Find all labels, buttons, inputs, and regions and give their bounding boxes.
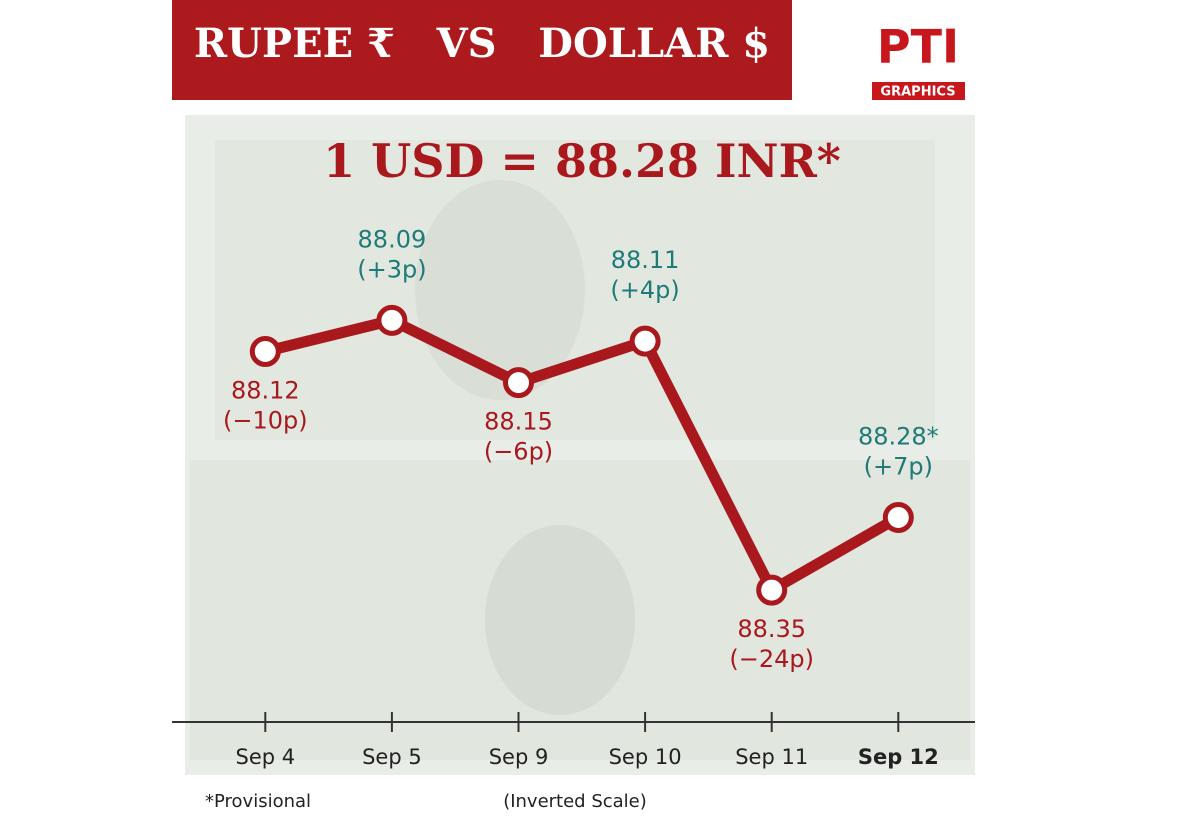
- title-banner: [172, 0, 792, 100]
- chart-title: RUPEE ₹ VS DOLLAR $: [194, 20, 770, 67]
- x-tick-label: Sep 4: [235, 745, 295, 769]
- change-label: (+7p): [864, 453, 933, 481]
- portrait: [415, 180, 585, 400]
- x-tick-label: Sep 12: [858, 745, 939, 769]
- change-label: (−6p): [484, 438, 553, 466]
- change-label: (−24p): [729, 645, 814, 673]
- point: [376, 304, 408, 336]
- point: [756, 574, 788, 606]
- value-label: 88.28*: [858, 423, 939, 451]
- value-label: 88.11: [611, 246, 680, 274]
- x-tick-label: Sep 11: [735, 745, 808, 769]
- point: [629, 325, 661, 357]
- x-tick-label: Sep 10: [609, 745, 682, 769]
- x-tick-label: Sep 9: [489, 745, 549, 769]
- x-tick-label: Sep 5: [362, 745, 422, 769]
- value-label: 88.09: [358, 225, 427, 253]
- scale-note: (Inverted Scale): [503, 791, 647, 812]
- change-label: (−10p): [223, 407, 308, 435]
- footnote: *Provisional: [205, 791, 311, 812]
- value-label: 88.15: [484, 408, 553, 436]
- value-label: 88.35: [737, 615, 806, 643]
- point: [503, 367, 534, 399]
- logo-bar: [872, 82, 965, 100]
- portrait: [485, 525, 635, 715]
- change-label: (+4p): [610, 276, 679, 304]
- headline: 1 USD = 88.28 INR*: [323, 134, 841, 188]
- point: [249, 336, 281, 367]
- change-label: (+3p): [357, 255, 426, 283]
- value-label: 88.12: [231, 377, 300, 405]
- point: [882, 502, 914, 533]
- logo: PTI: [877, 20, 959, 74]
- line: [263, 314, 902, 596]
- logo-sub: GRAPHICS: [880, 85, 955, 100]
